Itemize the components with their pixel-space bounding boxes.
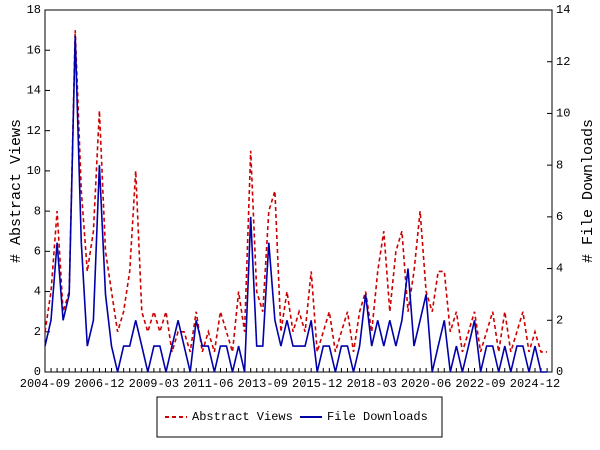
x-tick-label: 2015-12: [292, 377, 342, 391]
y2-tick-label: 2: [556, 313, 563, 327]
y-tick-label: 2: [34, 325, 41, 339]
series-line: [44, 35, 548, 373]
x-tick-label: 2011-06: [183, 377, 233, 391]
y2-axis-label: # File Downloads: [580, 119, 597, 263]
x-tick-label: 2018-03: [346, 377, 396, 391]
y-tick-label: 6: [34, 245, 41, 259]
y-axis-label: # Abstract Views: [8, 119, 25, 263]
y-tick-label: 10: [27, 164, 41, 178]
x-tick-label: 2004-09: [20, 377, 70, 391]
y-tick-label: 0: [34, 365, 41, 379]
plot-frame: [44, 9, 553, 373]
x-tick-label: 2009-03: [129, 377, 179, 391]
x-tick-label: 2020-06: [401, 377, 451, 391]
y2-tick-label: 12: [556, 55, 570, 69]
x-tick-label: 2022-09: [455, 377, 505, 391]
y-tick-label: 16: [27, 43, 41, 57]
legend-label: Abstract Views: [192, 410, 293, 424]
legend-label: File Downloads: [327, 410, 428, 424]
y-tick-label: 8: [34, 204, 41, 218]
y-tick-label: 14: [27, 84, 41, 98]
y2-tick-label: 6: [556, 210, 563, 224]
y-tick-label: 4: [34, 285, 41, 299]
y2-tick-label: 0: [556, 365, 563, 379]
x-tick-label: 2013-09: [238, 377, 288, 391]
x-tick-label: 2006-12: [74, 377, 124, 391]
y2-tick-label: 14: [556, 3, 570, 17]
y-tick-label: 12: [27, 124, 41, 138]
series-line: [44, 30, 548, 353]
x-tick-label: 2024-12: [510, 377, 560, 391]
legend: [156, 396, 443, 438]
y-tick-label: 18: [27, 3, 41, 17]
y2-tick-label: 8: [556, 158, 563, 172]
y2-tick-label: 4: [556, 262, 563, 276]
y2-tick-label: 10: [556, 107, 570, 121]
